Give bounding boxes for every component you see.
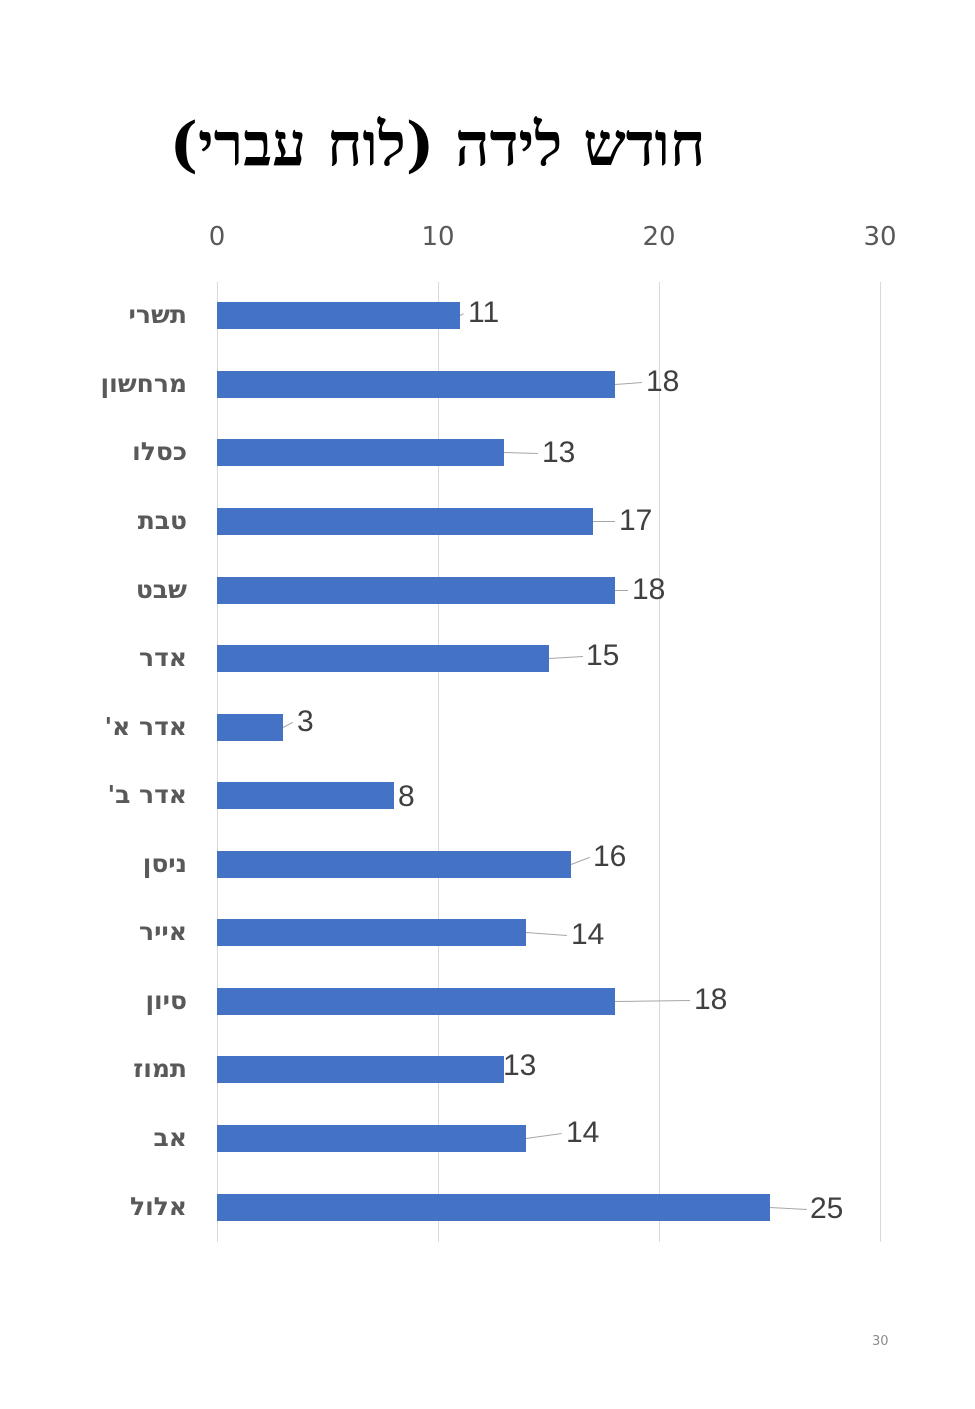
leader-line <box>614 1000 690 1002</box>
leader-line <box>548 656 583 659</box>
gridline <box>659 282 660 1242</box>
chart-title: חודש לידה (לוח עברי) <box>169 110 706 180</box>
bar <box>217 851 571 878</box>
gridline <box>880 282 881 1242</box>
data-label: 3 <box>297 705 314 738</box>
bar <box>217 782 394 809</box>
category-label: שבט <box>135 575 187 604</box>
x-tick-label: 20 <box>642 222 676 252</box>
category-label: אב <box>153 1123 187 1152</box>
data-label: 14 <box>566 1116 600 1149</box>
data-label: 17 <box>619 504 653 537</box>
x-tick-label: 0 <box>208 222 226 252</box>
page-number: 30 <box>872 1334 889 1349</box>
data-label: 16 <box>593 840 627 873</box>
gridline <box>438 282 439 1242</box>
data-label: 18 <box>632 573 666 606</box>
bar <box>217 1125 527 1152</box>
leader-line <box>614 382 643 385</box>
category-label: מרחשון <box>100 369 187 398</box>
leader-line <box>570 857 590 865</box>
data-label: 18 <box>646 365 680 398</box>
data-label: 8 <box>398 780 415 813</box>
data-label: 13 <box>542 436 576 469</box>
category-label: אדר א' <box>104 712 187 741</box>
category-label: אייר <box>139 917 187 946</box>
leader-line <box>459 313 465 316</box>
bar <box>217 645 549 672</box>
bar <box>217 714 284 741</box>
leader-line <box>614 590 628 591</box>
bar <box>217 508 593 535</box>
bar <box>217 919 527 946</box>
bar <box>217 1194 770 1221</box>
category-label: כסלו <box>132 437 187 466</box>
bar <box>217 988 615 1015</box>
category-label: אדר ב' <box>107 780 187 809</box>
category-label: תשרי <box>128 300 187 329</box>
x-tick-label: 30 <box>863 222 897 252</box>
data-label: 15 <box>586 639 620 672</box>
leader-line <box>592 521 615 522</box>
category-label: אדר <box>139 643 187 672</box>
data-label: 11 <box>468 296 500 329</box>
data-label: 25 <box>810 1192 844 1225</box>
category-label: תמוז <box>133 1054 187 1083</box>
bar <box>217 371 615 398</box>
gridline <box>217 282 218 1242</box>
bar <box>217 577 615 604</box>
category-label: סיון <box>145 986 187 1015</box>
bar <box>217 302 461 329</box>
data-label: 14 <box>571 918 605 951</box>
category-label: ניסן <box>142 849 187 878</box>
category-label: טבת <box>137 506 187 535</box>
bar <box>217 439 505 466</box>
data-label: 13 <box>503 1049 537 1082</box>
leader-line <box>769 1207 807 1210</box>
data-label: 18 <box>694 983 728 1016</box>
leader-line <box>504 452 538 454</box>
leader-line <box>526 932 568 936</box>
leader-line <box>526 1133 563 1139</box>
bar <box>217 1056 505 1083</box>
leader-line <box>283 722 294 728</box>
x-tick-label: 10 <box>421 222 455 252</box>
category-label: אלול <box>129 1192 187 1221</box>
